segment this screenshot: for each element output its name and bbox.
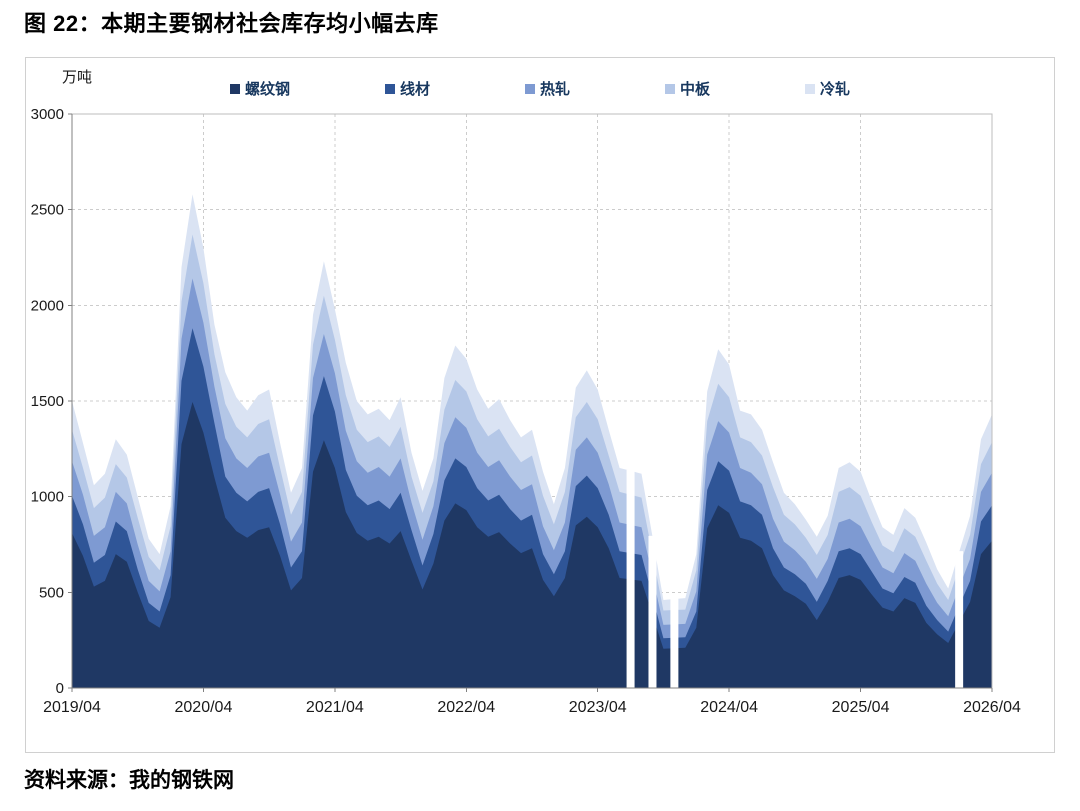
- figure-title: 图 22：本期主要钢材社会库存均小幅去库: [24, 11, 439, 36]
- legend-item-medium-plate: 中板: [665, 78, 710, 99]
- legend-label-cold-rolled: 冷轧: [820, 81, 851, 98]
- x-tick-label: 2021/04: [306, 699, 364, 716]
- legend-swatch-cold-rolled: [805, 83, 816, 94]
- legend-item-cold-rolled: 冷轧: [805, 78, 850, 99]
- missing-data-gap: [670, 598, 679, 688]
- missing-data-gap: [955, 551, 964, 688]
- x-tick-label: 2019/04: [43, 699, 101, 716]
- legend-swatch-wire-rod: [384, 83, 395, 94]
- x-tick-label: 2024/04: [700, 699, 758, 716]
- y-tick-label: 1500: [31, 393, 64, 410]
- missing-data-gap: [648, 535, 657, 688]
- y-tick-label: 1000: [31, 489, 64, 506]
- legend-swatch-medium-plate: [665, 83, 675, 94]
- legend-label-hot-rolled: 热轧: [539, 81, 570, 98]
- area-rebar: [72, 402, 992, 688]
- legend-label-medium-plate: 中板: [680, 81, 711, 98]
- y-tick-label: 500: [39, 584, 64, 601]
- y-tick-label: 0: [56, 680, 64, 697]
- y-tick-label: 2500: [31, 202, 64, 219]
- x-tick-label: 2022/04: [437, 699, 495, 716]
- steel-inventory-stacked-area-chart: 0 500 1000 1500 2000 2500 3000 2019/04 2020/04 20…: [31, 106, 1021, 716]
- x-tick-label: 2023/04: [569, 699, 627, 716]
- legend-label-wire-rod: 线材: [399, 81, 430, 98]
- legend-item-rebar: 螺纹钢: [229, 78, 290, 99]
- y-tick-label: 3000: [31, 106, 64, 123]
- x-tick-label: 2025/04: [832, 699, 890, 716]
- x-tick-label: 2026/04: [963, 699, 1021, 716]
- legend-swatch-hot-rolled: [524, 83, 535, 94]
- missing-data-gap: [626, 469, 635, 688]
- legend-label-rebar: 螺纹钢: [244, 81, 290, 98]
- y-tick-label: 2000: [31, 297, 64, 314]
- data-source-note: 资料来源：我的钢铁网: [24, 769, 234, 792]
- chart-panel: 万吨 螺纹钢 线材 热轧 中板 冷轧 0 500 1000 1500 2000 2500 3000 2…: [25, 57, 1055, 753]
- legend-swatch-rebar: [229, 83, 240, 94]
- legend-item-hot-rolled: 热轧: [524, 78, 570, 99]
- x-tick-label: 2020/04: [175, 699, 233, 716]
- y-axis-unit-label: 万吨: [62, 69, 93, 86]
- chart-legend: 螺纹钢 线材 热轧 中板 冷轧: [26, 78, 1054, 99]
- legend-item-wire-rod: 线材: [384, 78, 430, 99]
